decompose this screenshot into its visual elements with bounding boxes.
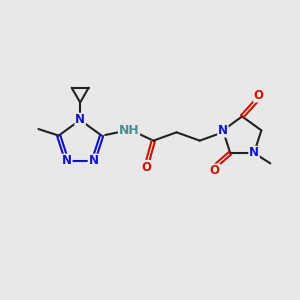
Text: O: O xyxy=(210,164,220,177)
Text: O: O xyxy=(254,89,264,102)
Text: O: O xyxy=(142,160,152,174)
Text: NH: NH xyxy=(119,124,139,137)
Text: N: N xyxy=(88,154,98,167)
Text: N: N xyxy=(218,124,228,137)
Text: N: N xyxy=(62,154,72,167)
Text: N: N xyxy=(75,113,85,127)
Text: N: N xyxy=(249,146,259,160)
